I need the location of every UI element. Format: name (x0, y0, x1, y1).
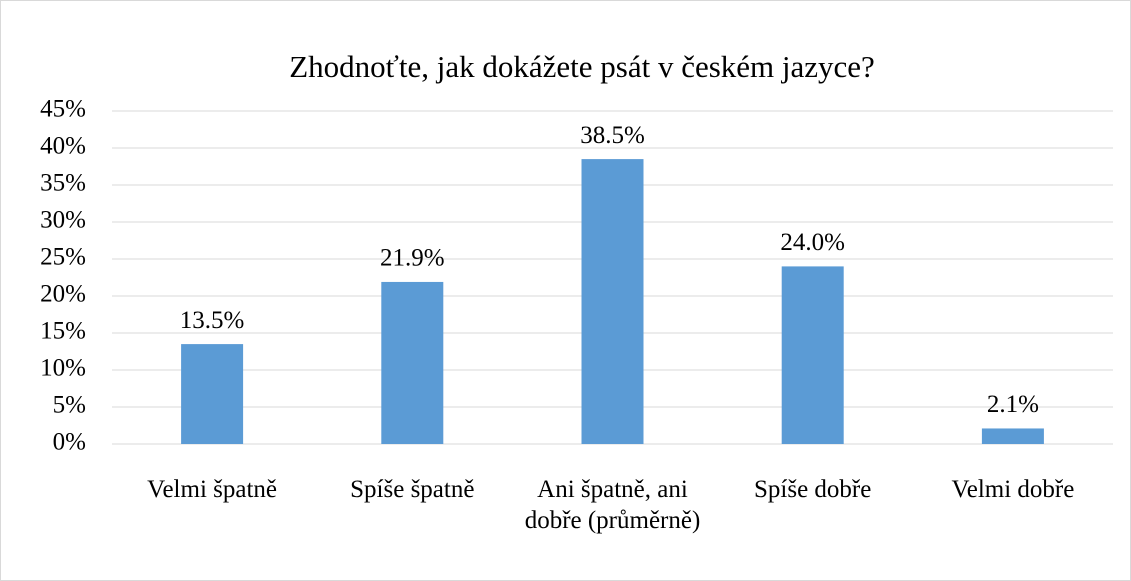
y-tick-label: 30% (40, 207, 86, 234)
data-label: 2.1% (987, 391, 1039, 418)
x-tick-label-box: Ani špatně, ani dobře (průměrně) (524, 476, 701, 534)
y-tick-label: 20% (40, 281, 86, 308)
x-tick-label-box: Velmi dobře (951, 476, 1075, 503)
bar (581, 159, 644, 444)
data-label: 13.5% (180, 307, 245, 334)
data-label: 21.9% (380, 245, 445, 272)
y-tick-label: 40% (40, 133, 86, 160)
y-tick-label: 45% (40, 96, 86, 123)
x-tick-label-box: Spíše dobře (754, 476, 872, 503)
data-label: 38.5% (580, 122, 645, 149)
x-tick-label-box: Spíše špatně (350, 476, 475, 503)
y-tick-label: 25% (40, 244, 86, 271)
bar (381, 281, 444, 444)
y-tick-label: 15% (40, 318, 86, 345)
y-tick-label: 0% (53, 429, 86, 456)
bar (181, 344, 244, 444)
y-tick-label: 5% (53, 392, 86, 419)
y-tick-label: 35% (40, 170, 86, 197)
bar (981, 428, 1044, 444)
data-label: 24.0% (780, 229, 845, 256)
bar (781, 266, 844, 444)
x-tick-label: Ani špatně, ani dobře (průměrně) (524, 476, 701, 534)
x-tick-label-box: Velmi špatně (147, 476, 278, 503)
x-tick-label: Velmi špatně (147, 476, 278, 503)
chart-title: Zhodnoťte, jak dokážete psát v českém ja… (289, 49, 875, 84)
y-tick-label: 10% (40, 355, 86, 382)
x-tick-label: Velmi dobře (951, 476, 1075, 503)
x-tick-label: Spíše dobře (754, 476, 872, 503)
x-tick-label: Spíše špatně (350, 476, 475, 503)
